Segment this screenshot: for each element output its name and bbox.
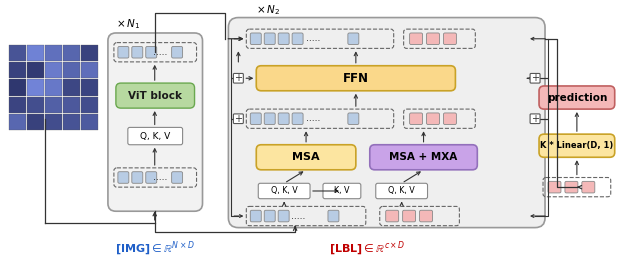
FancyBboxPatch shape: [108, 33, 202, 211]
FancyBboxPatch shape: [426, 113, 440, 124]
FancyBboxPatch shape: [548, 181, 561, 193]
Bar: [81, 79, 98, 96]
Text: .....: .....: [306, 114, 320, 123]
FancyBboxPatch shape: [256, 145, 356, 170]
FancyBboxPatch shape: [386, 210, 399, 222]
Bar: [45, 114, 62, 130]
Text: $\times\, N_1$: $\times\, N_1$: [116, 17, 140, 31]
FancyBboxPatch shape: [250, 33, 261, 45]
FancyBboxPatch shape: [264, 33, 275, 45]
Text: ViT block: ViT block: [128, 91, 182, 100]
FancyBboxPatch shape: [444, 113, 456, 124]
FancyBboxPatch shape: [116, 83, 195, 108]
FancyBboxPatch shape: [259, 183, 310, 199]
FancyBboxPatch shape: [426, 33, 440, 45]
FancyBboxPatch shape: [146, 172, 157, 183]
Bar: [63, 114, 80, 130]
FancyBboxPatch shape: [582, 181, 595, 193]
Bar: [28, 97, 44, 113]
Text: $\mathbf{[IMG]} \in \mathbb{R}^{N \times D}$: $\mathbf{[IMG]} \in \mathbb{R}^{N \times…: [115, 240, 195, 258]
Text: MSA + MXA: MSA + MXA: [389, 152, 458, 162]
FancyBboxPatch shape: [234, 73, 243, 83]
Text: prediction: prediction: [547, 93, 607, 103]
FancyBboxPatch shape: [278, 113, 289, 124]
Text: +: +: [234, 114, 243, 124]
Bar: [63, 97, 80, 113]
FancyBboxPatch shape: [410, 33, 422, 45]
FancyBboxPatch shape: [539, 134, 614, 157]
Bar: [28, 114, 44, 130]
FancyBboxPatch shape: [444, 33, 456, 45]
FancyBboxPatch shape: [228, 17, 545, 228]
Bar: [10, 114, 26, 130]
Bar: [28, 45, 44, 61]
Bar: [28, 62, 44, 78]
FancyBboxPatch shape: [146, 46, 157, 58]
Bar: [63, 45, 80, 61]
Text: Q, K, V: Q, K, V: [271, 187, 298, 195]
Bar: [45, 45, 62, 61]
Text: $\mathbf{[LBL]} \in \mathbb{R}^{c \times D}$: $\mathbf{[LBL]} \in \mathbb{R}^{c \times…: [328, 240, 405, 258]
FancyBboxPatch shape: [256, 66, 456, 91]
FancyBboxPatch shape: [250, 113, 261, 124]
FancyBboxPatch shape: [420, 210, 433, 222]
FancyBboxPatch shape: [348, 113, 359, 124]
FancyBboxPatch shape: [530, 114, 540, 123]
FancyBboxPatch shape: [118, 46, 129, 58]
Bar: [10, 79, 26, 96]
Bar: [45, 62, 62, 78]
FancyBboxPatch shape: [172, 46, 182, 58]
Text: +: +: [531, 73, 539, 83]
FancyBboxPatch shape: [132, 46, 143, 58]
Bar: [10, 45, 26, 61]
FancyBboxPatch shape: [323, 183, 361, 199]
Bar: [81, 62, 98, 78]
FancyBboxPatch shape: [264, 113, 275, 124]
FancyBboxPatch shape: [376, 183, 428, 199]
Text: .....: .....: [291, 212, 305, 221]
FancyBboxPatch shape: [234, 114, 243, 123]
FancyBboxPatch shape: [539, 86, 614, 109]
Bar: [81, 45, 98, 61]
FancyBboxPatch shape: [292, 113, 303, 124]
Text: .....: .....: [152, 48, 167, 57]
Bar: [81, 114, 98, 130]
Text: +: +: [531, 114, 539, 124]
Bar: [28, 79, 44, 96]
FancyBboxPatch shape: [348, 33, 359, 45]
Bar: [10, 62, 26, 78]
FancyBboxPatch shape: [278, 33, 289, 45]
FancyBboxPatch shape: [410, 113, 422, 124]
FancyBboxPatch shape: [370, 145, 477, 170]
Text: MSA: MSA: [292, 152, 320, 162]
Bar: [10, 97, 26, 113]
FancyBboxPatch shape: [565, 181, 578, 193]
Text: .....: .....: [306, 34, 320, 43]
FancyBboxPatch shape: [128, 127, 182, 145]
Text: +: +: [234, 73, 243, 83]
FancyBboxPatch shape: [250, 210, 261, 222]
FancyBboxPatch shape: [278, 210, 289, 222]
FancyBboxPatch shape: [403, 210, 415, 222]
Text: Q, K, V: Q, K, V: [388, 187, 415, 195]
Bar: [45, 97, 62, 113]
FancyBboxPatch shape: [172, 172, 182, 183]
FancyBboxPatch shape: [118, 172, 129, 183]
Bar: [63, 79, 80, 96]
Bar: [63, 62, 80, 78]
FancyBboxPatch shape: [530, 73, 540, 83]
Text: K * Linear(D, 1): K * Linear(D, 1): [540, 141, 614, 150]
FancyBboxPatch shape: [328, 210, 339, 222]
Text: .....: .....: [152, 173, 167, 182]
FancyBboxPatch shape: [132, 172, 143, 183]
FancyBboxPatch shape: [292, 33, 303, 45]
Text: $\times\, N_2$: $\times\, N_2$: [256, 3, 280, 16]
Bar: [81, 97, 98, 113]
Text: FFN: FFN: [343, 72, 369, 85]
Bar: [45, 79, 62, 96]
FancyBboxPatch shape: [264, 210, 275, 222]
Text: K, V: K, V: [334, 187, 349, 195]
Text: Q, K, V: Q, K, V: [140, 132, 170, 141]
